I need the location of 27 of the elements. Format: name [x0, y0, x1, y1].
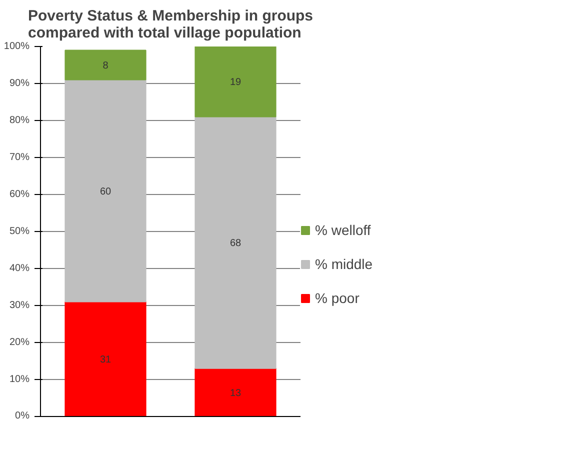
bar [194, 46, 276, 118]
y-tick-label: 90% [9, 78, 30, 89]
y-tick-label: 30% [9, 300, 30, 311]
y-tick-label: 60% [9, 189, 30, 200]
y-tick-label: 80% [9, 115, 30, 126]
legend-label: % welloff [315, 222, 371, 238]
data-label: 60 [100, 186, 112, 198]
bar [64, 301, 146, 416]
data-label: 68 [230, 238, 242, 250]
bar [64, 50, 146, 80]
y-tick-label: 100% [4, 41, 30, 52]
legend-label: % poor [315, 290, 360, 306]
y-tick-label: 10% [9, 374, 30, 385]
y-tick-label: 70% [9, 152, 30, 163]
data-label: 13 [230, 388, 242, 399]
y-tick-label: 0% [15, 410, 30, 422]
y-tick-label: 20% [9, 337, 30, 348]
bar [64, 79, 146, 302]
legend-label: % middle [315, 256, 373, 272]
bar [194, 368, 276, 416]
y-tick-label: 50% [9, 226, 30, 237]
data-label: 31 [100, 354, 112, 366]
bar [194, 116, 276, 369]
data-label: 8 [102, 60, 109, 72]
y-tick-label: 40% [9, 263, 30, 274]
data-label: 19 [230, 77, 242, 88]
chart-title: Poverty Status & Membership in groups compared with total village population [28, 8, 314, 42]
